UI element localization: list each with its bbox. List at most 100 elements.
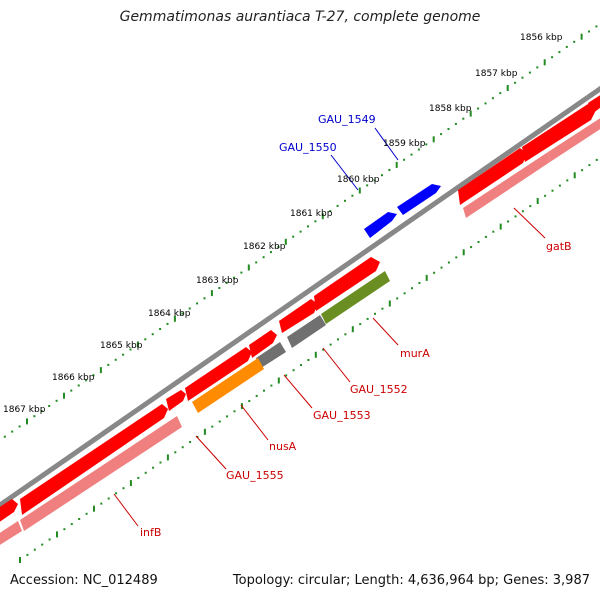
- tick-mark: [344, 199, 346, 202]
- tick-mark: [351, 326, 354, 333]
- gene-upper-2[interactable]: [588, 92, 600, 114]
- label-nusA[interactable]: nusA: [269, 440, 297, 453]
- tick-label-1865: 1865 kbp: [100, 341, 143, 351]
- tick-mark: [580, 33, 583, 40]
- tick-mark: [100, 502, 103, 505]
- tick-mark: [211, 425, 214, 428]
- tick-mark: [433, 271, 436, 274]
- gene-upper-1[interactable]: [522, 104, 596, 162]
- tick-mark: [499, 223, 502, 230]
- tick-mark: [285, 374, 288, 377]
- label-infB[interactable]: infB: [140, 526, 161, 539]
- tick-mark: [270, 384, 273, 387]
- tick-mark: [218, 287, 221, 289]
- rna-gatB-pale: [463, 152, 550, 218]
- tick-mark: [425, 274, 428, 281]
- tick-mark: [469, 110, 472, 117]
- tick-mark: [48, 538, 51, 541]
- tick-mark: [11, 430, 14, 433]
- tick-mark: [210, 290, 213, 297]
- rna-upper-pale: [548, 118, 600, 162]
- gene-central-2[interactable]: [249, 330, 277, 358]
- tick-mark: [115, 492, 118, 495]
- tick-mark: [166, 322, 169, 325]
- tick-mark: [454, 122, 457, 125]
- tick-mark: [455, 256, 458, 259]
- tick-mark: [114, 358, 117, 361]
- tick-mark: [225, 281, 228, 284]
- tick-mark: [48, 405, 51, 407]
- rna-infB-pale: [20, 416, 182, 531]
- tick-mark: [152, 466, 155, 469]
- tick-mark: [284, 238, 287, 245]
- tick-mark: [56, 531, 58, 538]
- gene-infB[interactable]: [20, 404, 168, 515]
- gene-central-4[interactable]: [166, 390, 186, 411]
- tick-mark: [381, 307, 384, 310]
- tick-mark: [26, 418, 28, 425]
- tick-mark: [159, 461, 162, 464]
- tick-mark: [314, 351, 317, 358]
- label-gau1552[interactable]: GAU_1552: [350, 383, 408, 396]
- tick-mark: [263, 389, 265, 392]
- tick-mark: [492, 230, 495, 233]
- tick-mark: [144, 338, 147, 341]
- tick-mark: [581, 169, 584, 172]
- tick-mark: [159, 328, 162, 330]
- tick-mark: [137, 476, 140, 479]
- tick-mark: [218, 420, 221, 423]
- tick-mark: [107, 363, 110, 366]
- tick-mark: [558, 51, 561, 54]
- label-gau1555[interactable]: GAU_1555: [226, 469, 284, 482]
- tick-mark: [344, 333, 347, 336]
- rna-left-pale: [0, 521, 22, 545]
- gene-nusA-orange[interactable]: [192, 358, 264, 413]
- tick-mark: [359, 323, 362, 326]
- tick-mark: [70, 389, 73, 392]
- gene-gau1552b-gray[interactable]: [256, 342, 286, 368]
- tick-mark: [181, 446, 184, 449]
- tick-mark: [588, 164, 591, 167]
- label-murA[interactable]: murA: [400, 347, 430, 360]
- tick-mark: [396, 297, 399, 300]
- tick-mark: [507, 220, 510, 223]
- gene-gau1549[interactable]: [397, 184, 441, 215]
- label-leaders: [113, 127, 546, 527]
- label-gatB[interactable]: gatB: [546, 240, 572, 253]
- tick-mark: [85, 379, 88, 382]
- tick-mark: [255, 394, 258, 397]
- tick-mark: [314, 220, 317, 223]
- outer-tick-ring: [3, 25, 598, 438]
- tick-mark: [262, 256, 265, 259]
- gene-central-1[interactable]: [279, 299, 318, 333]
- gene-left-end[interactable]: [0, 499, 18, 525]
- gene-gau1553-gray[interactable]: [287, 315, 326, 348]
- tick-mark: [477, 107, 480, 110]
- tick-mark: [573, 40, 576, 43]
- tick-mark: [514, 81, 517, 84]
- gene-gau1552-olive[interactable]: [321, 271, 390, 324]
- tick-mark: [41, 543, 44, 546]
- label-gau1550[interactable]: GAU_1550: [279, 141, 337, 154]
- tick-mark: [173, 315, 176, 322]
- gene-murA[interactable]: [314, 257, 380, 311]
- label-gau1553[interactable]: GAU_1553: [313, 409, 371, 422]
- tick-mark: [544, 194, 547, 197]
- tick-mark: [381, 174, 383, 177]
- label-gau1549[interactable]: GAU_1549: [318, 113, 376, 126]
- tick-label-1862: 1862 kbp: [243, 242, 286, 252]
- tick-mark: [373, 179, 376, 182]
- tick-mark: [299, 230, 302, 233]
- tick-mark: [329, 343, 332, 346]
- tick-mark: [403, 292, 406, 295]
- tick-mark: [181, 312, 184, 315]
- tick-mark: [63, 392, 65, 399]
- gene-gatB[interactable]: [458, 148, 527, 205]
- tick-label-1857: 1857 kbp: [475, 69, 518, 79]
- gene-central-3[interactable]: [185, 347, 252, 401]
- gene-gau1550[interactable]: [364, 212, 397, 238]
- tick-label-1864: 1864 kbp: [148, 309, 191, 319]
- tick-mark: [536, 66, 539, 69]
- tick-mark: [122, 353, 125, 356]
- tick-mark: [292, 235, 295, 238]
